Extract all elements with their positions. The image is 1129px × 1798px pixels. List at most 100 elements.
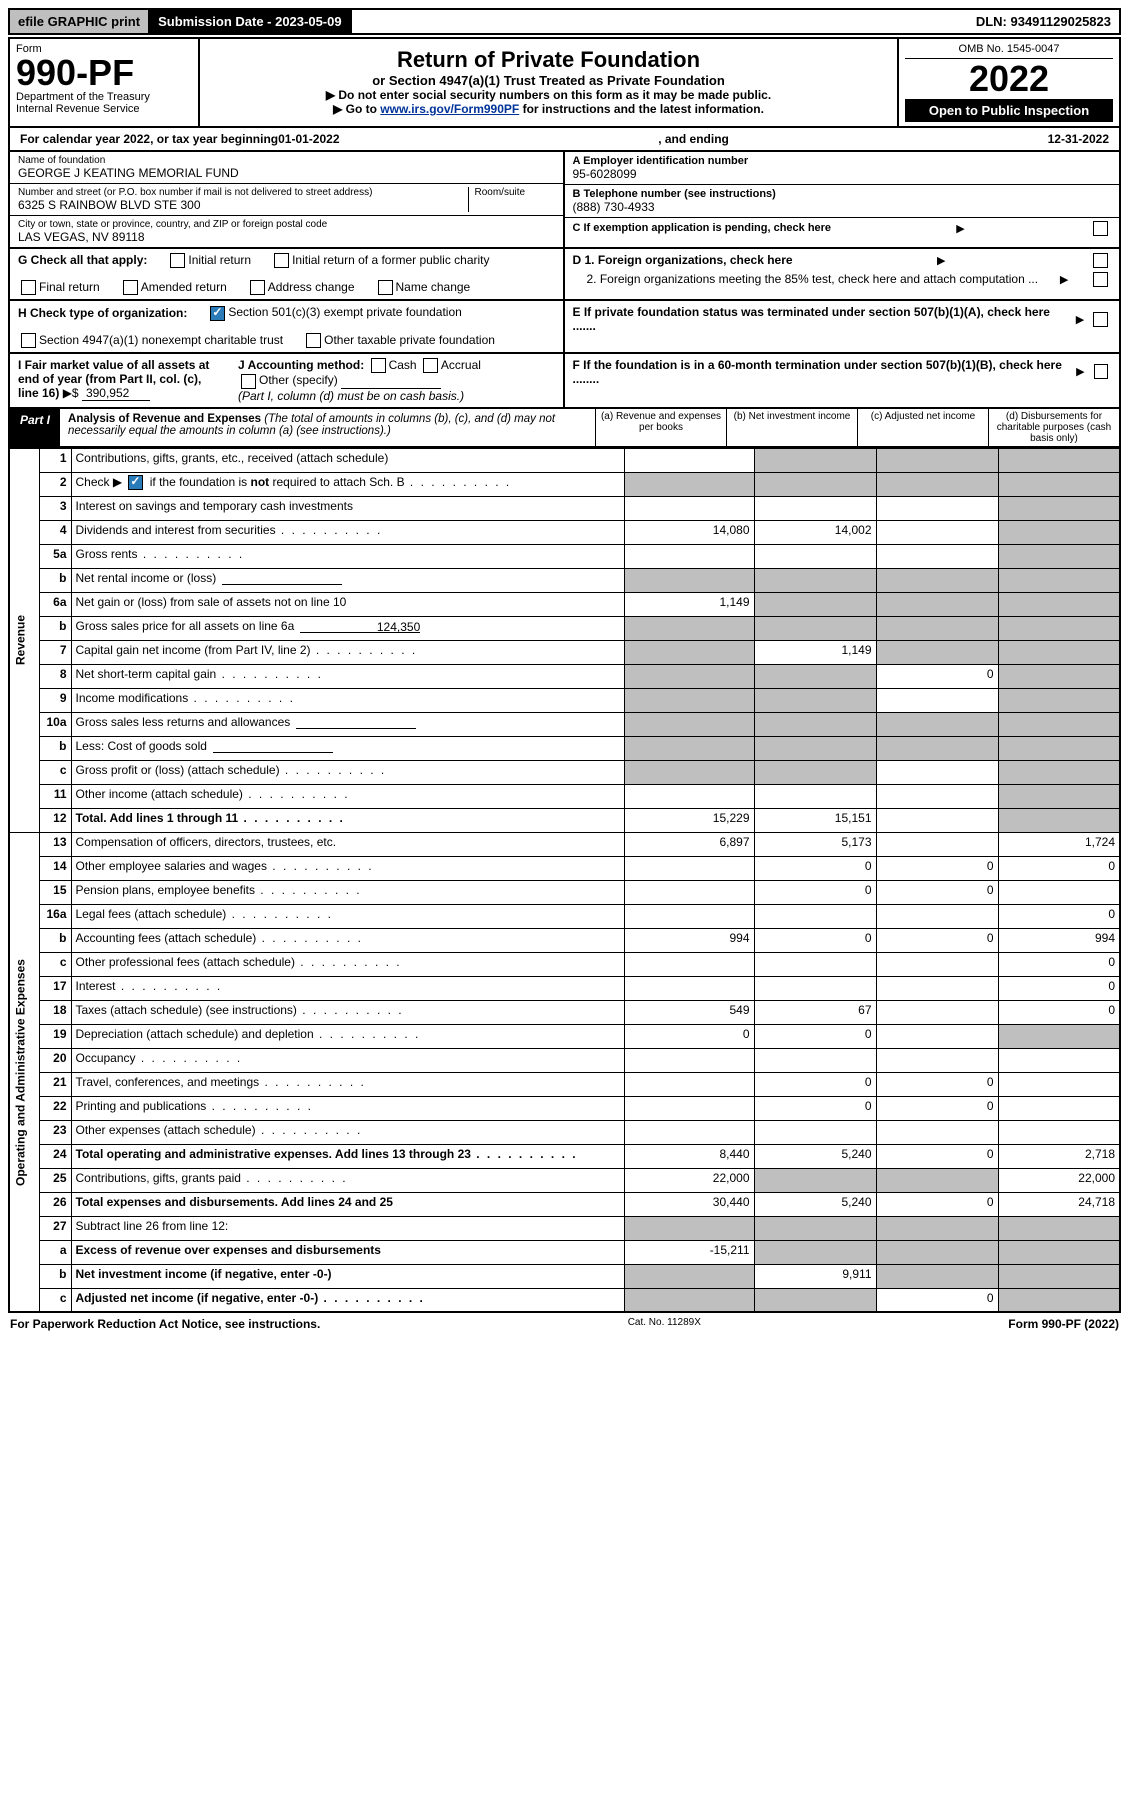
- irs-link[interactable]: www.irs.gov/Form990PF: [380, 102, 519, 116]
- d2-checkbox[interactable]: [1093, 272, 1108, 287]
- e-label: E If private foundation status was termi…: [573, 305, 1070, 333]
- table-cell: [876, 1024, 998, 1048]
- table-cell: 0: [754, 1096, 876, 1120]
- row-number: 14: [39, 856, 71, 880]
- table-cell: [876, 640, 998, 664]
- table-cell: [998, 448, 1120, 472]
- table-row: 22Printing and publications00: [9, 1096, 1120, 1120]
- row-number: 3: [39, 496, 71, 520]
- table-cell: 22,000: [998, 1168, 1120, 1192]
- row-desc: Other employee salaries and wages: [71, 856, 624, 880]
- row-number: 25: [39, 1168, 71, 1192]
- row-desc: Net investment income (if negative, ente…: [71, 1264, 624, 1288]
- table-cell: [624, 472, 754, 496]
- row-desc: Compensation of officers, directors, tru…: [71, 832, 624, 856]
- row-desc: Net gain or (loss) from sale of assets n…: [71, 592, 624, 616]
- form-subtitle: or Section 4947(a)(1) Trust Treated as P…: [206, 73, 891, 88]
- table-cell: [624, 712, 754, 736]
- g-address-change[interactable]: [250, 280, 265, 295]
- table-cell: [754, 568, 876, 592]
- row-number: 1: [39, 448, 71, 472]
- table-cell: 30,440: [624, 1192, 754, 1216]
- table-cell: 5,173: [754, 832, 876, 856]
- d1-label: D 1. Foreign organizations, check here: [573, 253, 793, 267]
- g-initial-public[interactable]: [274, 253, 289, 268]
- table-row: cGross profit or (loss) (attach schedule…: [9, 760, 1120, 784]
- topbar: efile GRAPHIC print Submission Date - 20…: [8, 8, 1121, 35]
- j-note: (Part I, column (d) must be on cash basi…: [238, 389, 464, 403]
- table-cell: [998, 1096, 1120, 1120]
- table-cell: [624, 952, 754, 976]
- table-cell: [876, 1240, 998, 1264]
- sch-b-checkbox[interactable]: [128, 475, 143, 490]
- table-cell: [876, 496, 998, 520]
- row-number: 10a: [39, 712, 71, 736]
- j-accrual-label: Accrual: [441, 358, 481, 372]
- foundation-name: GEORGE J KEATING MEMORIAL FUND: [18, 166, 555, 180]
- table-cell: [998, 880, 1120, 904]
- table-cell: [754, 1240, 876, 1264]
- form-title: Return of Private Foundation: [206, 47, 891, 73]
- table-cell: 0: [876, 1192, 998, 1216]
- table-cell: 0: [754, 1024, 876, 1048]
- inline-value: [296, 716, 416, 729]
- row-desc: Pension plans, employee benefits: [71, 880, 624, 904]
- table-cell: 14,002: [754, 520, 876, 544]
- table-row: 5aGross rents: [9, 544, 1120, 568]
- table-cell: [754, 1048, 876, 1072]
- table-cell: [876, 832, 998, 856]
- h-4947[interactable]: [21, 333, 36, 348]
- table-row: Revenue1Contributions, gifts, grants, et…: [9, 448, 1120, 472]
- table-row: 12Total. Add lines 1 through 1115,22915,…: [9, 808, 1120, 832]
- j-accrual[interactable]: [423, 358, 438, 373]
- table-cell: [754, 448, 876, 472]
- phone-label: B Telephone number (see instructions): [573, 188, 1112, 200]
- row-number: 12: [39, 808, 71, 832]
- table-cell: [876, 1048, 998, 1072]
- inline-value: [222, 572, 342, 585]
- table-cell: [998, 784, 1120, 808]
- footer-right: Form 990-PF (2022): [1008, 1317, 1119, 1331]
- table-cell: [754, 1216, 876, 1240]
- table-cell: [624, 1048, 754, 1072]
- h-other-taxable[interactable]: [306, 333, 321, 348]
- g-initial-return[interactable]: [170, 253, 185, 268]
- c-checkbox[interactable]: [1093, 221, 1108, 236]
- table-row: 3Interest on savings and temporary cash …: [9, 496, 1120, 520]
- room-label: Room/suite: [475, 187, 555, 198]
- f-checkbox[interactable]: [1094, 364, 1108, 379]
- table-cell: 0: [998, 1000, 1120, 1024]
- table-cell: [754, 952, 876, 976]
- table-cell: [998, 640, 1120, 664]
- g-item-5: Name change: [396, 280, 471, 294]
- j-cash[interactable]: [371, 358, 386, 373]
- g-amended[interactable]: [123, 280, 138, 295]
- table-cell: [624, 856, 754, 880]
- table-cell: [876, 952, 998, 976]
- j-other[interactable]: [241, 374, 256, 389]
- table-row: Operating and Administrative Expenses13C…: [9, 832, 1120, 856]
- j-other-label: Other (specify): [259, 373, 338, 387]
- table-cell: [754, 904, 876, 928]
- e-checkbox[interactable]: [1093, 312, 1108, 327]
- row-number: 17: [39, 976, 71, 1000]
- g-final-return[interactable]: [21, 280, 36, 295]
- h-501c3[interactable]: [210, 306, 225, 321]
- table-cell: [998, 592, 1120, 616]
- omb-number: OMB No. 1545-0047: [905, 43, 1113, 59]
- row-number: a: [39, 1240, 71, 1264]
- table-cell: [876, 472, 998, 496]
- table-cell: [998, 1264, 1120, 1288]
- d1-checkbox[interactable]: [1093, 253, 1108, 268]
- table-cell: [624, 664, 754, 688]
- table-cell: [624, 688, 754, 712]
- table-row: 9Income modifications: [9, 688, 1120, 712]
- row-desc: Accounting fees (attach schedule): [71, 928, 624, 952]
- table-cell: [998, 736, 1120, 760]
- table-cell: -15,211: [624, 1240, 754, 1264]
- table-cell: [754, 736, 876, 760]
- table-cell: [754, 712, 876, 736]
- table-cell: [998, 760, 1120, 784]
- row-number: 7: [39, 640, 71, 664]
- g-name-change[interactable]: [378, 280, 393, 295]
